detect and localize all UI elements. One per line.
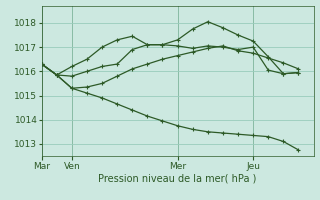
- X-axis label: Pression niveau de la mer( hPa ): Pression niveau de la mer( hPa ): [99, 173, 257, 183]
